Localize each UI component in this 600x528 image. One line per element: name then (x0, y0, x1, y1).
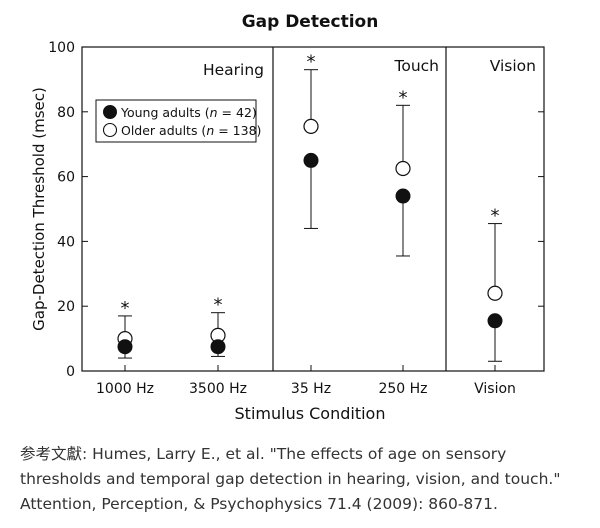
point-older (303, 118, 319, 134)
y-tick-label: 60 (57, 170, 75, 186)
point-young (210, 339, 226, 355)
legend-box (95, 99, 257, 143)
significance-star: * (399, 87, 408, 108)
significance-star: * (121, 298, 130, 319)
x-axis: 1000 Hz 3500 Hz 35 Hz 250 Hz Vision (96, 365, 516, 397)
point-young (395, 188, 411, 204)
y-axis-label: Gap-Detection Threshold (msec) (30, 87, 48, 331)
y-tick-label: 20 (57, 299, 75, 315)
caption-line-1: 参考文獻: Humes, Larry E., et al. "The effec… (20, 445, 507, 463)
x-tick-label: Vision (474, 381, 516, 397)
x-tick-label: 35 Hz (291, 381, 331, 397)
legend-marker-young (103, 105, 117, 119)
panel-label-vision: Vision (490, 57, 536, 75)
x-axis-label: Stimulus Condition (235, 404, 386, 423)
y-axis: 0 20 40 60 80 100 (48, 40, 544, 380)
x-tick-label: 250 Hz (378, 381, 427, 397)
plot-frame (81, 46, 545, 372)
legend-label-older: Older adults (n = 138) (121, 123, 261, 138)
legend-marker-older (102, 122, 118, 138)
x-tick-label: 1000 Hz (96, 381, 154, 397)
significance-star: * (491, 206, 500, 227)
gap-detection-chart: Gap Detection Hearing Touch Vision Young… (30, 12, 545, 423)
citation-caption: 参考文獻: Humes, Larry E., et al. "The effec… (20, 442, 590, 517)
point-young (117, 339, 133, 355)
caption-line-2: thresholds and temporal gap detection in… (20, 470, 561, 488)
y-tick-label: 100 (48, 40, 75, 56)
y-tick-label: 40 (57, 234, 75, 250)
x-tick-label: 3500 Hz (189, 381, 247, 397)
significance-star: * (214, 295, 223, 316)
legend: Young adults (n = 42) Older adults (n = … (95, 99, 261, 143)
y-tick-label: 0 (66, 364, 75, 380)
point-older (395, 160, 411, 177)
chart-title: Gap Detection (242, 12, 379, 32)
panel-label-hearing: Hearing (203, 61, 264, 79)
legend-label-young: Young adults (n = 42) (120, 105, 257, 120)
panel-label-touch: Touch (394, 57, 440, 75)
point-older (487, 285, 503, 301)
caption-line-3: Attention, Perception, & Psychophysics 7… (20, 495, 498, 513)
significance-star: * (307, 52, 316, 73)
data-marks: * * * * * (117, 52, 503, 362)
point-young (303, 152, 319, 168)
y-tick-label: 80 (57, 105, 75, 121)
point-young (487, 313, 503, 329)
